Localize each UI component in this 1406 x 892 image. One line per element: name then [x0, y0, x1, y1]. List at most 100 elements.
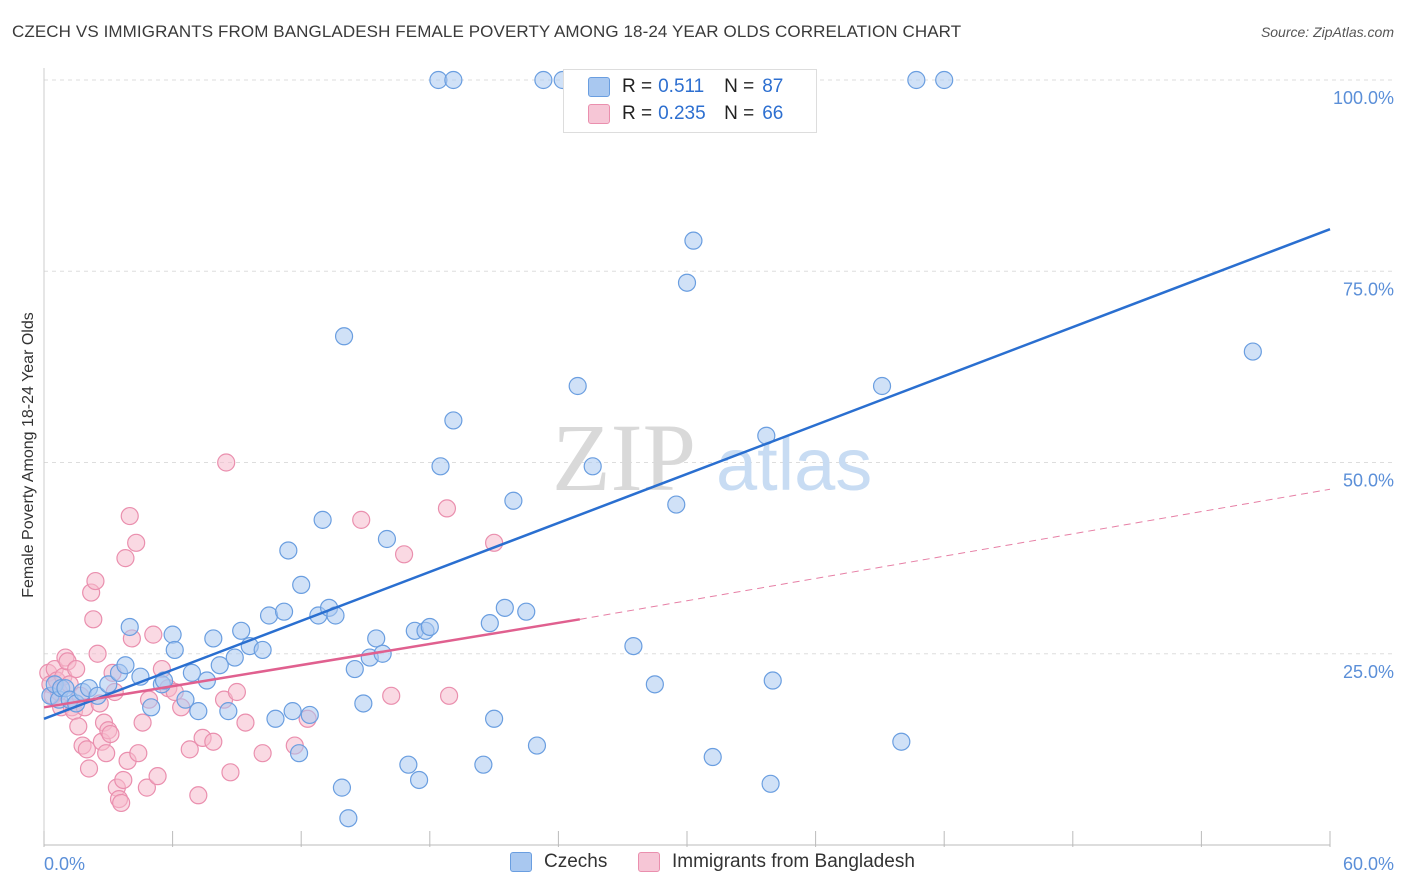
bangladesh-point — [86, 571, 105, 591]
bangladesh-point — [114, 770, 133, 790]
czech-point — [420, 617, 439, 637]
czech-point — [204, 629, 223, 648]
bangladesh-trend-line — [43, 618, 581, 709]
czech-point — [210, 656, 229, 675]
czech-trend-line — [43, 228, 1331, 720]
bangladesh-point — [189, 786, 208, 805]
chart-title: CZECH VS IMMIGRANTS FROM BANGLADESH FEMA… — [12, 22, 962, 41]
czech-point — [474, 755, 493, 774]
bangladesh-point — [129, 744, 148, 763]
czech-point — [1243, 342, 1262, 361]
czech-point — [274, 602, 294, 621]
czech-point — [176, 690, 195, 709]
bangladesh-point — [97, 744, 116, 763]
bangladesh-point — [127, 533, 146, 552]
bangladesh-point — [77, 740, 96, 759]
legend-n-label: N = — [724, 103, 755, 124]
czech-point — [534, 70, 553, 90]
czech-point — [409, 770, 429, 790]
legend-n-label: N = — [724, 76, 755, 97]
bangladesh-point — [137, 778, 156, 797]
czech-points — [41, 70, 1262, 828]
bangladesh-point — [67, 659, 86, 679]
czech-point — [517, 602, 536, 621]
bangladesh-point — [101, 724, 120, 744]
bangladesh-point — [116, 549, 135, 568]
czech-point — [527, 736, 547, 755]
bottom-legend-czech[interactable]: Czechs — [510, 851, 607, 873]
czech-point — [116, 656, 135, 675]
legend-n-value-czech: 87 — [762, 76, 784, 97]
tick-labels: 25.0% 50.0% 75.0% 100.0% 0.0% 60.0% — [44, 88, 1394, 874]
czech-point — [504, 491, 523, 510]
legend-r-label: R = — [622, 103, 653, 124]
czech-point — [253, 640, 272, 660]
czech-point — [761, 774, 780, 793]
czech-point — [703, 747, 722, 767]
czech-point — [334, 327, 354, 346]
bangladesh-point — [352, 510, 371, 529]
czech-point — [289, 744, 309, 763]
bangladesh-point — [204, 732, 223, 751]
czech-point — [684, 231, 703, 250]
czech-point — [583, 457, 602, 476]
bangladesh-point — [394, 545, 414, 564]
bangladesh-point — [112, 793, 131, 813]
y-tick-label: 100.0% — [1333, 88, 1394, 108]
czech-point — [142, 698, 161, 717]
bangladesh-point — [437, 499, 457, 518]
czech-point — [182, 663, 201, 682]
bangladesh-point — [84, 610, 103, 629]
legend: R = 0.511 N = 87 R = 0.235 N = 66 — [563, 69, 817, 133]
czech-point — [163, 625, 182, 644]
x-tick-label: 0.0% — [44, 854, 85, 874]
czech-point — [354, 694, 373, 713]
czech-point — [120, 617, 139, 637]
czech-point — [279, 541, 298, 560]
bangladesh-point — [217, 453, 236, 472]
bottom-legend-label-czech: Czechs — [544, 851, 608, 872]
czech-point — [332, 778, 352, 797]
bottom-legend-label-bangladesh: Immigrants from Bangladesh — [672, 851, 915, 872]
czech-point — [624, 636, 643, 656]
czech-point — [189, 702, 208, 721]
watermark-zip: ZIP — [552, 404, 696, 511]
bottom-legend: Czechs Immigrants from Bangladesh — [0, 851, 1406, 877]
bottom-legend-bangladesh[interactable]: Immigrants from Bangladesh — [638, 851, 915, 873]
czech-point — [645, 675, 664, 694]
czech-point — [367, 629, 386, 648]
czech-point — [99, 675, 118, 694]
czech-point — [259, 606, 279, 625]
legend-r-label: R = — [622, 76, 653, 97]
czech-point — [444, 70, 463, 90]
czech-point — [935, 70, 954, 90]
bangladesh-point — [69, 717, 88, 736]
bangladesh-point — [148, 767, 167, 786]
czech-point — [339, 809, 358, 828]
czech-point — [313, 510, 332, 529]
bangladesh-point — [79, 759, 99, 778]
czech-point — [345, 659, 364, 679]
czech-point — [667, 495, 686, 514]
legend-r-value-bangladesh: 0.235 — [658, 103, 706, 124]
legend-n-value-bangladesh: 66 — [762, 103, 784, 124]
legend-row-czech: R = 0.511 N = 87 — [588, 75, 828, 99]
czech-point — [907, 70, 926, 90]
czech-point — [444, 411, 463, 430]
bangladesh-trend-extension — [579, 488, 1331, 620]
x-tick-label: 60.0% — [1343, 854, 1394, 874]
bangladesh-point — [133, 713, 152, 732]
czech-point — [300, 705, 319, 725]
grid-layer — [44, 79, 1394, 655]
watermark: ZIP atlas — [552, 404, 872, 511]
bottom-legend-swatch-bangladesh — [638, 852, 660, 872]
legend-swatch-bangladesh — [588, 104, 610, 124]
czech-point — [165, 640, 184, 660]
y-tick-label: 25.0% — [1343, 662, 1394, 682]
legend-row-bangladesh: R = 0.235 N = 66 — [588, 102, 828, 126]
y-tick-label: 75.0% — [1343, 279, 1394, 299]
czech-point — [431, 457, 450, 476]
bangladesh-point — [88, 644, 107, 663]
czech-point — [872, 376, 892, 396]
